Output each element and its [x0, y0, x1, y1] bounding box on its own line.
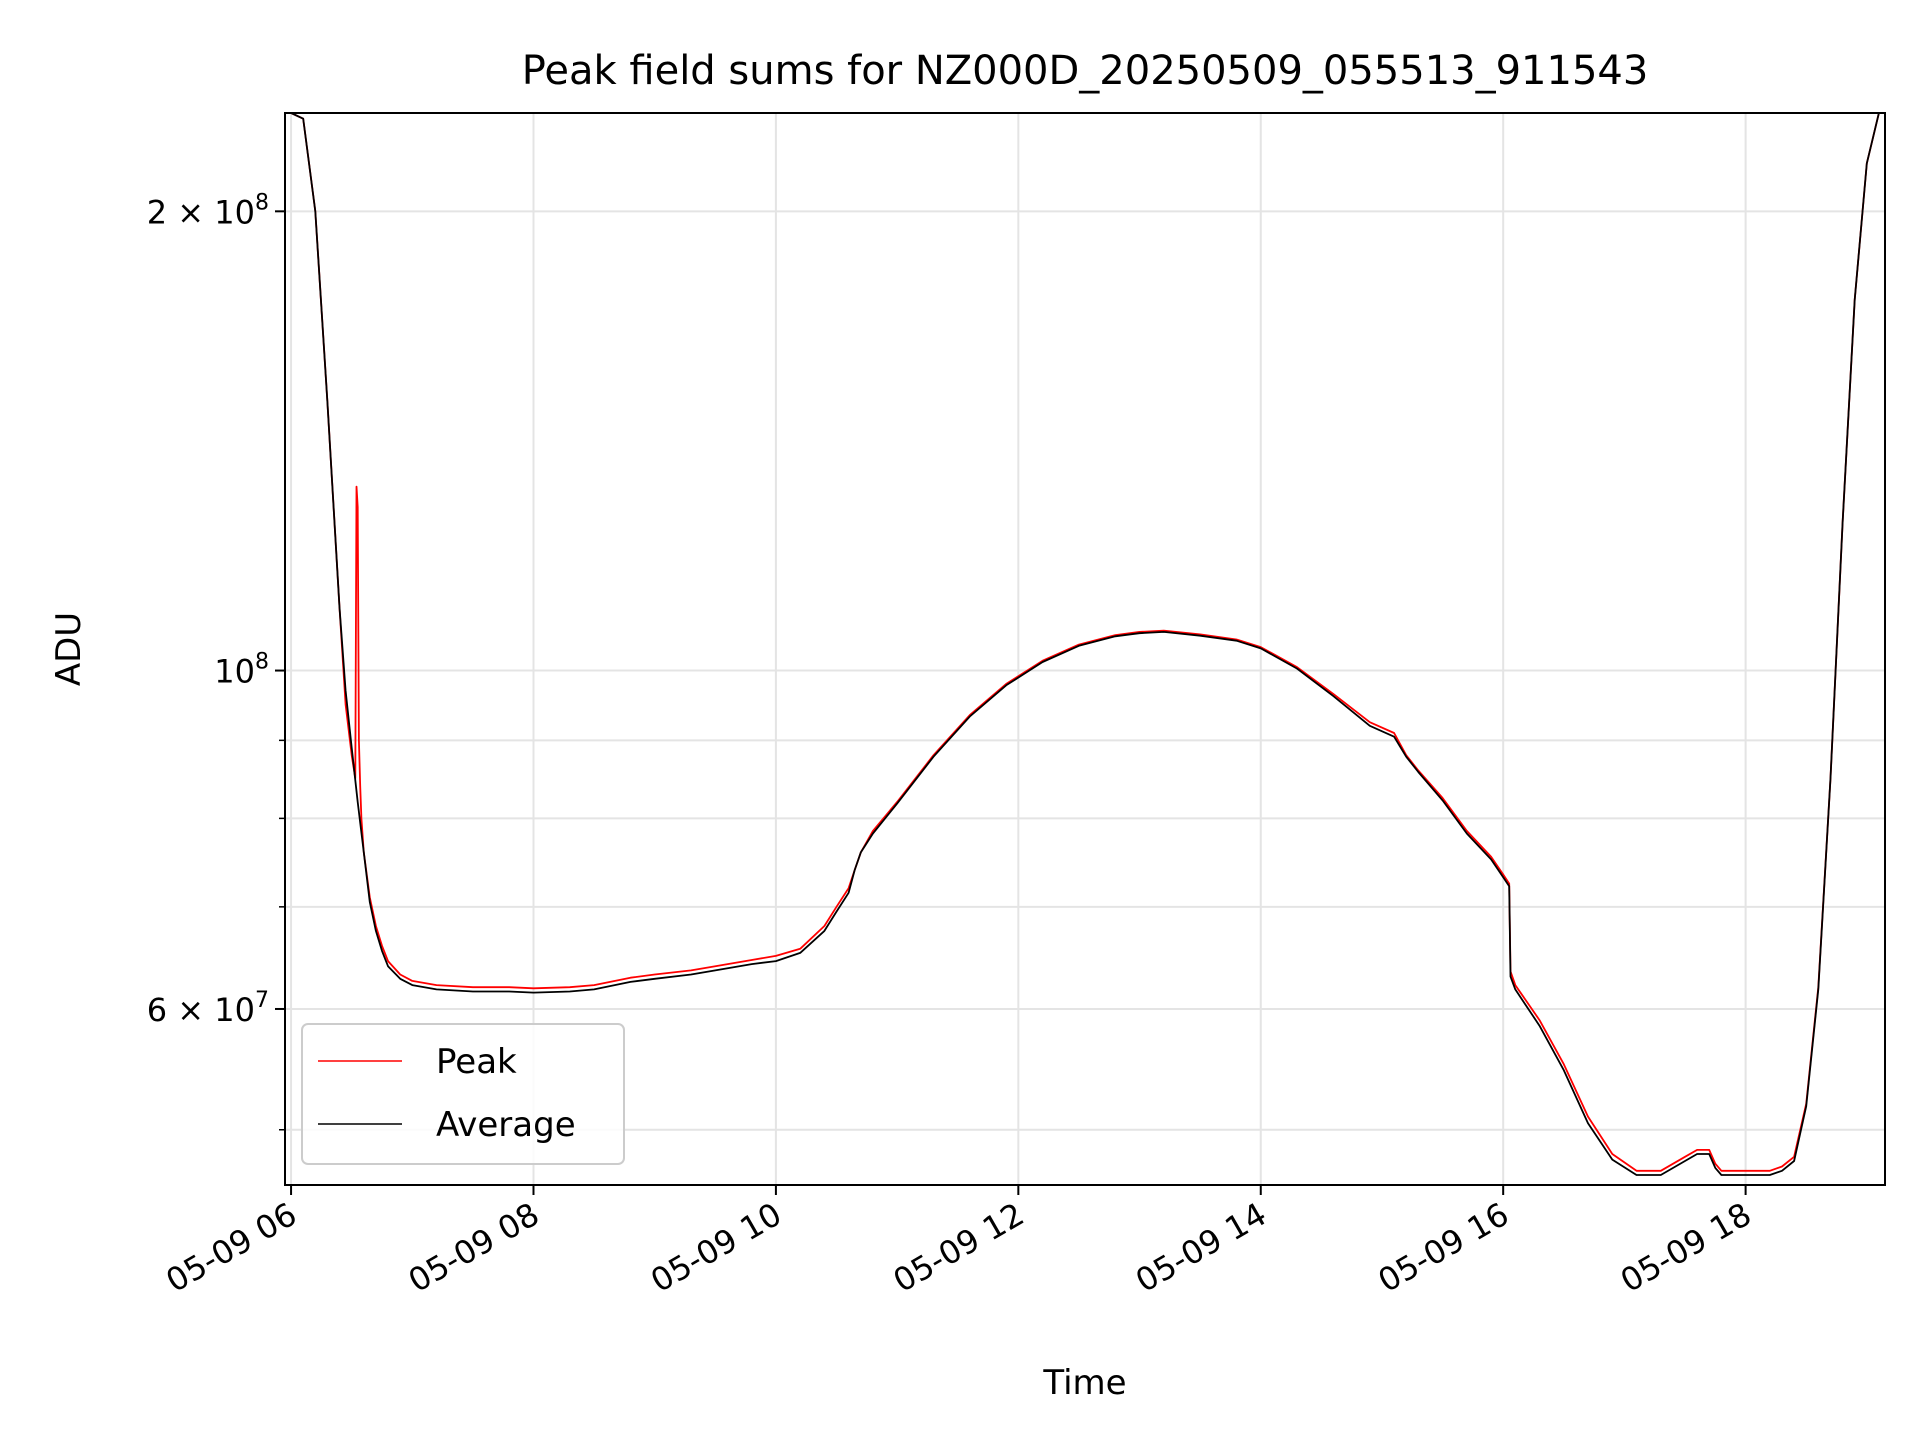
y-tick-label: 6 × 107	[147, 988, 269, 1029]
series-line-peak	[290, 112, 1880, 1172]
x-axis-label: Time	[1042, 1363, 1126, 1403]
legend-box	[301, 1023, 625, 1165]
y-axis-label: ADU	[49, 612, 89, 686]
y-tick-label: 2 × 108	[147, 190, 269, 231]
chart-title: Peak field sums for NZ000D_20250509_0555…	[522, 48, 1649, 94]
legend: Peak Average	[301, 1023, 625, 1165]
legend-label-peak: Peak	[436, 1042, 517, 1082]
plot-area-frame	[284, 112, 1886, 1186]
series-line-average	[290, 112, 1880, 1176]
grid-lines	[285, 113, 1885, 1185]
legend-label-average: Average	[436, 1105, 576, 1145]
series-lines	[290, 112, 1880, 1176]
y-tick-label: 108	[214, 650, 269, 691]
